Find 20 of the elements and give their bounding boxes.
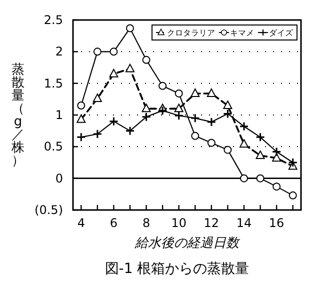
- x-axis-title: 給水後の経過日数: [134, 236, 241, 251]
- y-tick-label: 1.5: [44, 76, 63, 90]
- y-tick-label: 2.5: [44, 13, 63, 27]
- x-tick-label: 16: [268, 216, 284, 230]
- x-tick-label: 6: [110, 216, 118, 230]
- legend-label: クロタラリア: [167, 28, 215, 38]
- y-tick-label: (0.5): [34, 203, 63, 217]
- text: 図-1 根箱からの蒸散量: [104, 261, 250, 277]
- legend-label: ダイズ: [269, 28, 294, 38]
- x-tick-label: 12: [204, 216, 220, 230]
- y-tick-label: 2: [55, 44, 63, 59]
- x-tick-label: 8: [142, 216, 150, 230]
- y-axis-title: 蒸散量（g／株）: [10, 62, 24, 168]
- x-tick-label: 14: [236, 216, 252, 230]
- legend-label: キマメ: [230, 28, 254, 38]
- y-tick-label: 1: [55, 108, 63, 122]
- x-tick-label: 10: [171, 216, 186, 230]
- y-tick-label: 0: [55, 171, 63, 186]
- x-tick-label: 4: [77, 216, 85, 230]
- y-tick-label: 0.5: [44, 140, 63, 154]
